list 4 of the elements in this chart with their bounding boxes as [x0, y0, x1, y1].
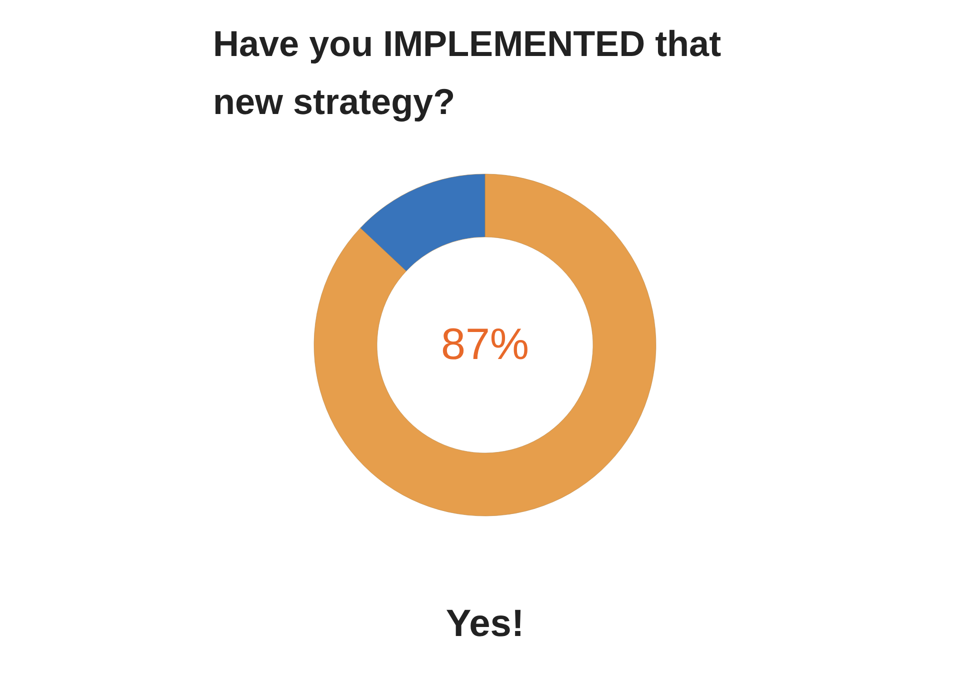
donut-slice: [314, 174, 656, 516]
text: 87%: [440, 320, 530, 369]
chart-title: Have you IMPLEMENTED that new strategy?: [213, 23, 722, 122]
text: Yes!: [446, 603, 524, 645]
